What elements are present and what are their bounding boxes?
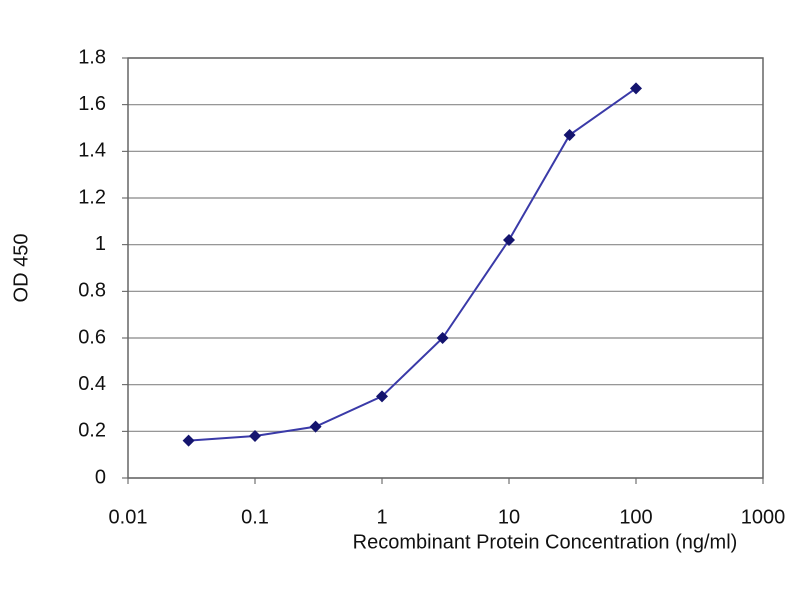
marker [563,129,576,141]
y-tick-label: 0.6 [78,326,106,348]
marker [376,390,388,403]
x-tick-label: 0.1 [241,506,269,528]
y-tick-label: 1.2 [78,186,106,208]
line [188,87,637,442]
marker [309,420,322,433]
marker [182,434,195,447]
plot-frame [127,57,764,479]
x-tick-label: 10 [498,506,520,528]
x-tick-label: 0.01 [109,506,148,528]
marker [630,82,642,95]
marker [503,234,515,246]
y-tick-label: 0.4 [78,373,106,395]
marker [249,430,261,442]
y-tick-label: 1.6 [78,93,106,115]
y-tick-label: 0.2 [78,420,106,442]
x-axis-label: Recombinant Protein Concentration (ng/ml… [353,531,738,553]
y-tick-label: 1 [95,233,106,255]
y-tick-label: 1.8 [78,46,106,68]
x-tick-label: 1 [376,506,387,528]
y-tick-label: 0.8 [78,280,106,302]
y-tick-label: 1.4 [78,140,106,162]
y-tick-label: 0 [95,466,106,488]
x-tick-label: 1000 [741,506,786,528]
y-axis-label: OD 450 [10,234,32,303]
marker [436,332,449,344]
x-tick-label: 100 [619,506,652,528]
